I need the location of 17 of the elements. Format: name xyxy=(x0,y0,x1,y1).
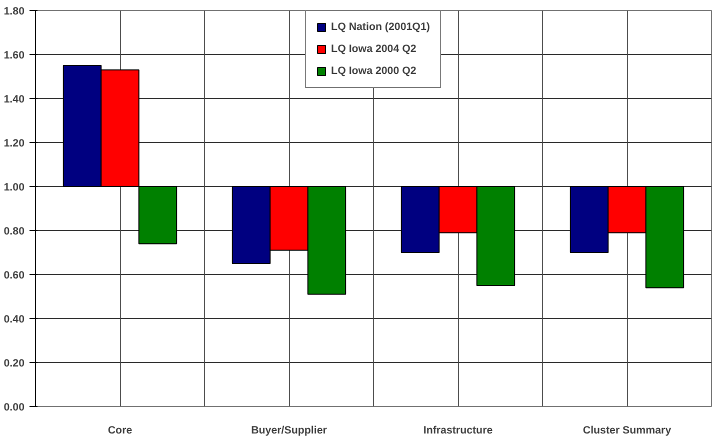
y-tick-label: 0.00 xyxy=(4,402,25,414)
y-tick-label: 0.60 xyxy=(4,270,25,282)
y-tick-label: 1.00 xyxy=(4,182,25,194)
legend-label: LQ Iowa 2004 Q2 xyxy=(331,43,416,55)
y-tick-label: 0.80 xyxy=(4,226,25,238)
y-tick-label: 1.60 xyxy=(4,50,25,62)
legend-label: LQ Nation (2001Q1) xyxy=(331,21,430,33)
x-tick-label: Core xyxy=(108,424,132,436)
legend-label: LQ Iowa 2000 Q2 xyxy=(331,65,416,77)
x-tick-label: Infrastructure xyxy=(423,424,493,436)
y-tick-label: 1.20 xyxy=(4,138,25,150)
x-tick-label: Buyer/Supplier xyxy=(251,424,327,436)
y-tick-label: 1.40 xyxy=(4,94,25,106)
x-tick-label: Cluster Summary xyxy=(582,424,672,436)
y-tick-label: 0.20 xyxy=(4,358,25,370)
y-tick-label: 1.80 xyxy=(4,6,25,18)
y-tick-label: 0.40 xyxy=(4,314,25,326)
